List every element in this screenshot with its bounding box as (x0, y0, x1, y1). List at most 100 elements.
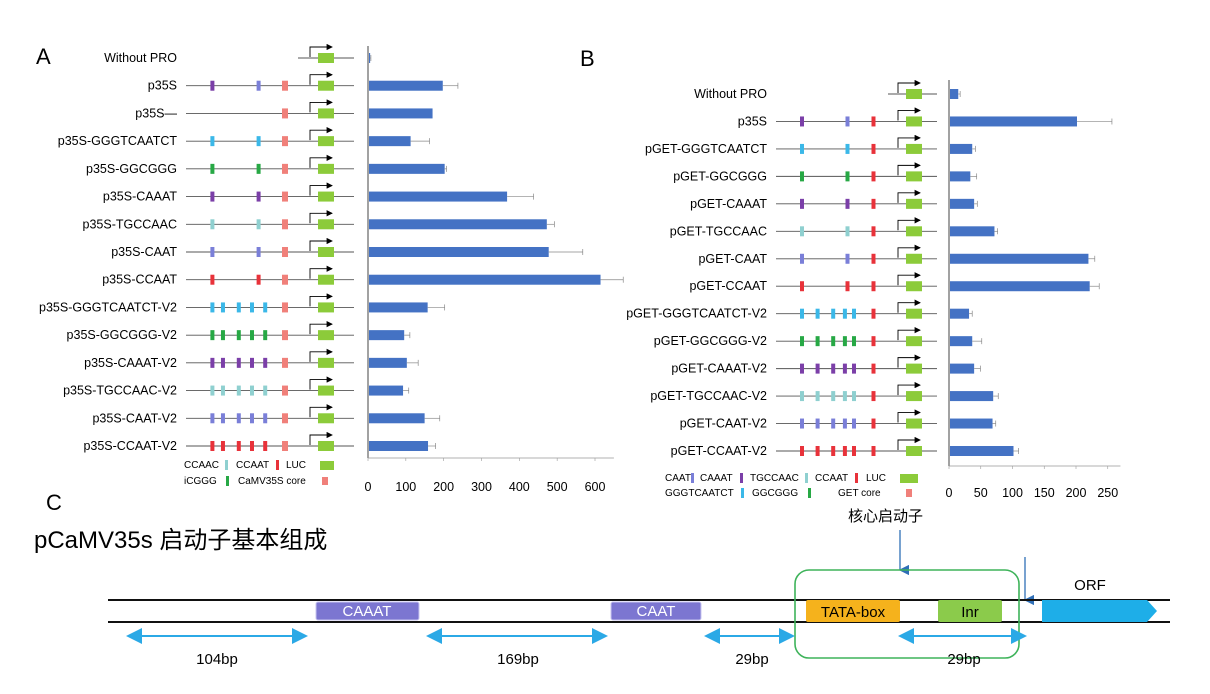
legend-a-luc-swatch (320, 461, 334, 470)
tss-arrow-b-7 (897, 272, 921, 286)
category-label-a-4: p35S-GGCGGG (86, 162, 177, 176)
element-a-14-3 (250, 441, 254, 451)
element-a-11-4 (263, 357, 268, 368)
legend-b-caat-label: CAAT (665, 473, 691, 484)
tss-arrow-b-12 (897, 409, 921, 423)
element-b-11-2 (831, 391, 836, 402)
element-a-8-0 (210, 274, 215, 285)
element-b-9-2 (831, 336, 836, 347)
luc-box-a-5 (318, 191, 334, 202)
element-a-6-0 (210, 219, 215, 230)
tick-label-a-5: 500 (547, 480, 568, 494)
category-label-a-13: p35S-CAAT-V2 (92, 411, 177, 425)
element-b-13-0 (800, 446, 804, 456)
legend-b-luc-label: LUC (866, 473, 886, 484)
luc-box-b-11 (906, 391, 922, 402)
element-a-12-3 (250, 385, 254, 396)
caaat-element-label: CAAAT (343, 603, 392, 620)
category-label-a-7: p35S-CAAT (111, 245, 177, 259)
category-label-b-10: pGET-CAAAT-V2 (671, 362, 767, 376)
tss-arrow-b-3 (897, 162, 921, 176)
element-b-4-0 (800, 198, 804, 209)
bar-b-0 (950, 89, 959, 99)
tss-arrow-a-0 (309, 43, 333, 57)
luc-box-a-12 (318, 385, 334, 396)
category-label-b-11: pGET-TGCCAAC-V2 (650, 389, 767, 403)
element-b-1-2 (871, 116, 876, 127)
tss-arrow-a-5 (309, 182, 333, 196)
element-b-6-0 (800, 253, 804, 264)
element-a-13-4 (263, 413, 268, 424)
element-b-9-3 (842, 336, 847, 347)
element-a-3-2 (282, 136, 288, 147)
element-b-8-1 (815, 308, 820, 319)
legend-b-gggtcaatct-label: GGGTCAATCT (665, 488, 734, 499)
element-a-10-1 (220, 330, 225, 341)
spacing-169bp-label: 169bp (497, 651, 539, 668)
element-a-1-0 (210, 80, 215, 91)
element-b-3-2 (871, 171, 876, 182)
category-label-a-5: p35S-CAAAT (103, 190, 177, 204)
tick-label-a-3: 300 (471, 480, 492, 494)
core-promoter-label: 核心启动子 (848, 508, 923, 525)
element-a-13-2 (236, 413, 241, 424)
spacing-29bp-2-label: 29bp (947, 651, 980, 668)
element-b-8-0 (800, 308, 804, 319)
legend-b-ggcggg-swatch (808, 488, 811, 498)
element-a-9-3 (250, 302, 254, 313)
luc-box-a-8 (318, 274, 334, 285)
category-label-b-4: pGET-CAAAT (690, 197, 767, 211)
element-a-11-5 (282, 357, 288, 368)
category-label-a-12: p35S-TGCCAAC-V2 (63, 384, 177, 398)
legend-b-caaat-swatch (740, 473, 743, 483)
element-a-11-2 (236, 357, 241, 368)
element-a-12-4 (263, 385, 268, 396)
element-a-9-0 (210, 302, 215, 313)
element-b-11-4 (852, 391, 856, 402)
element-a-11-3 (250, 357, 254, 368)
element-a-11-0 (210, 357, 215, 368)
category-label-a-10: p35S-GGCGGG-V2 (67, 328, 177, 342)
bar-a-2 (369, 108, 433, 119)
legend-a-core-label: CaMV35S core (238, 476, 306, 487)
category-label-b-1: p35S (738, 114, 767, 128)
element-a-13-1 (220, 413, 225, 424)
tss-arrow-a-13 (309, 404, 333, 418)
legend-b-ggcggg-label: GGCGGG (752, 488, 798, 499)
element-b-1-1 (845, 116, 850, 127)
tss-arrow-b-10 (897, 354, 921, 368)
legend-a-ccaat-label: CCAAT (236, 460, 269, 471)
bar-b-5 (950, 226, 995, 237)
element-a-10-5 (282, 330, 288, 341)
core-promoter-box (794, 569, 1020, 659)
bar-a-7 (369, 247, 549, 257)
legend-b-tgccaac-label: TGCCAAC (750, 473, 799, 484)
bar-a-3 (369, 136, 411, 147)
category-label-a-3: p35S-GGGTCAATCT (58, 134, 178, 148)
element-b-10-1 (815, 363, 820, 374)
element-b-13-1 (815, 446, 820, 456)
legend-b-core-swatch (906, 489, 912, 497)
element-b-2-1 (845, 143, 850, 154)
legend-b-ccaat-label: CCAAT (815, 473, 848, 484)
bar-a-10 (369, 330, 405, 341)
tick-label-a-4: 400 (509, 480, 530, 494)
element-b-10-5 (871, 363, 876, 374)
element-b-10-4 (852, 363, 856, 374)
bar-a-8 (369, 274, 601, 285)
element-a-5-0 (210, 191, 215, 202)
element-b-10-3 (842, 363, 847, 374)
element-b-5-1 (845, 226, 850, 237)
tick-label-b-4: 200 (1066, 486, 1087, 500)
element-b-8-3 (842, 308, 847, 319)
element-b-5-0 (800, 226, 804, 237)
category-label-b-9: pGET-GGCGGG-V2 (654, 334, 767, 348)
element-b-9-5 (871, 336, 876, 347)
element-a-14-5 (282, 441, 288, 451)
bar-a-11 (369, 357, 407, 368)
luc-box-b-9 (906, 336, 922, 347)
luc-box-b-6 (906, 253, 922, 264)
caaat-element (315, 601, 420, 621)
element-a-13-5 (282, 413, 288, 424)
bar-b-1 (950, 116, 1077, 127)
